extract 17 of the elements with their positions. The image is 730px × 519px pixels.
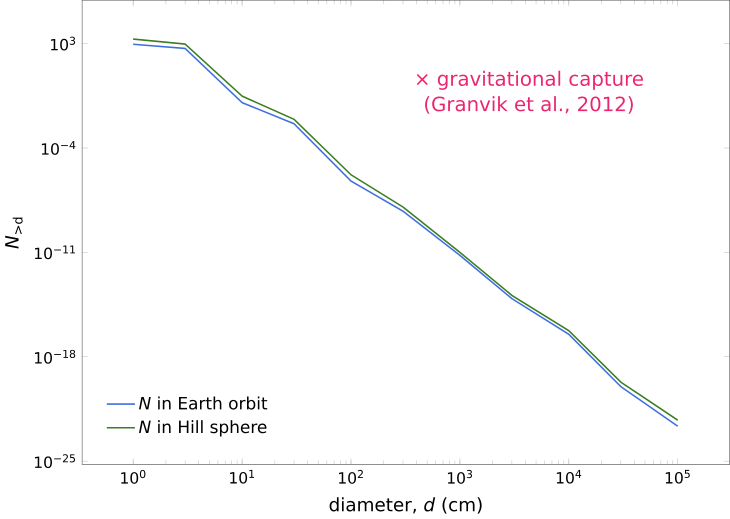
x-tick-label: 10$^{3}$: [448, 470, 472, 484]
x-axis-title: diameter, d (cm): [330, 497, 482, 514]
annotation: (Granvik et al., 2012): [425, 96, 633, 114]
y-axis-title: N$_{>d}$: [5, 218, 23, 249]
x-tick-label: 10$^{0}$: [121, 470, 146, 484]
annotation: × gravitational capture: [416, 70, 643, 90]
y-tick-label: 10$^{−11}$: [34, 246, 75, 260]
x-tick-label: 10$^{1}$: [230, 470, 254, 484]
x-tick-label: 10$^{2}$: [339, 470, 363, 484]
x-tick-label: 10$^{5}$: [666, 470, 690, 484]
legend-label: N in Earth orbit: [138, 396, 268, 410]
y-tick-label: 10$^{−18}$: [34, 350, 76, 364]
y-tick-label: 10$^{−4}$: [42, 141, 76, 155]
legend-label: N in Hill sphere: [138, 420, 266, 437]
y-tick-label: 10$^{−25}$: [34, 454, 75, 468]
x-tick-label: 10$^{4}$: [556, 470, 582, 484]
y-tick-label: 10$^{3}$: [50, 36, 76, 51]
